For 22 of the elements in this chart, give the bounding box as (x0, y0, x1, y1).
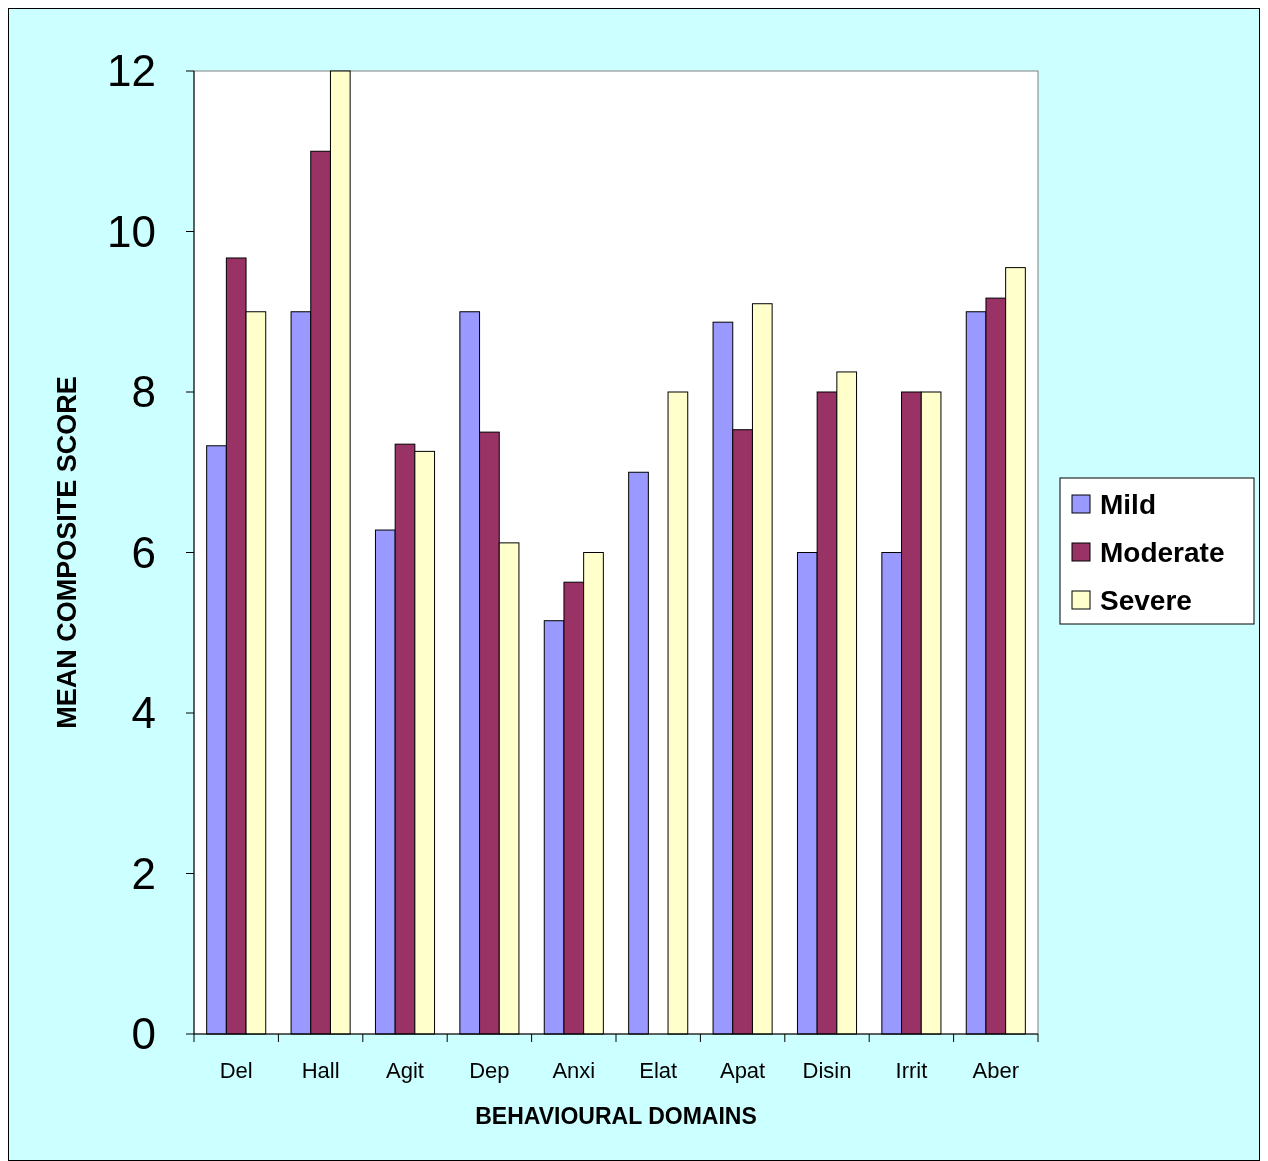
legend-label: Severe (1100, 584, 1192, 616)
legend-label: Moderate (1100, 536, 1225, 568)
x-tick-label: Hall (301, 1058, 340, 1083)
y-tick-label: 8 (131, 367, 156, 417)
y-tick-label: 2 (131, 848, 156, 898)
y-tick-label: 6 (131, 527, 156, 577)
x-tick-label: Dep (469, 1058, 510, 1083)
y-tick-label: 12 (107, 46, 156, 96)
y-tick-label: 4 (131, 688, 156, 738)
x-tick-label: Elat (639, 1058, 678, 1083)
x-tick-label: Del (219, 1058, 253, 1083)
y-tick-label: 0 (131, 1009, 156, 1059)
legend-label: Mild (1100, 488, 1156, 520)
y-tick-label: 10 (107, 206, 156, 256)
x-axis-title: BEHAVIOURAL DOMAINS (475, 1103, 757, 1129)
x-tick-label: Apat (719, 1058, 766, 1083)
x-tick-label: Anxi (552, 1058, 596, 1083)
x-tick-label: Agit (386, 1058, 424, 1083)
x-tick-label: Irrit (895, 1058, 928, 1083)
x-tick-label: Disin (802, 1058, 852, 1083)
x-tick-label: Aber (972, 1058, 1020, 1083)
y-axis-title: MEAN COMPOSITE SCORE (52, 376, 82, 729)
